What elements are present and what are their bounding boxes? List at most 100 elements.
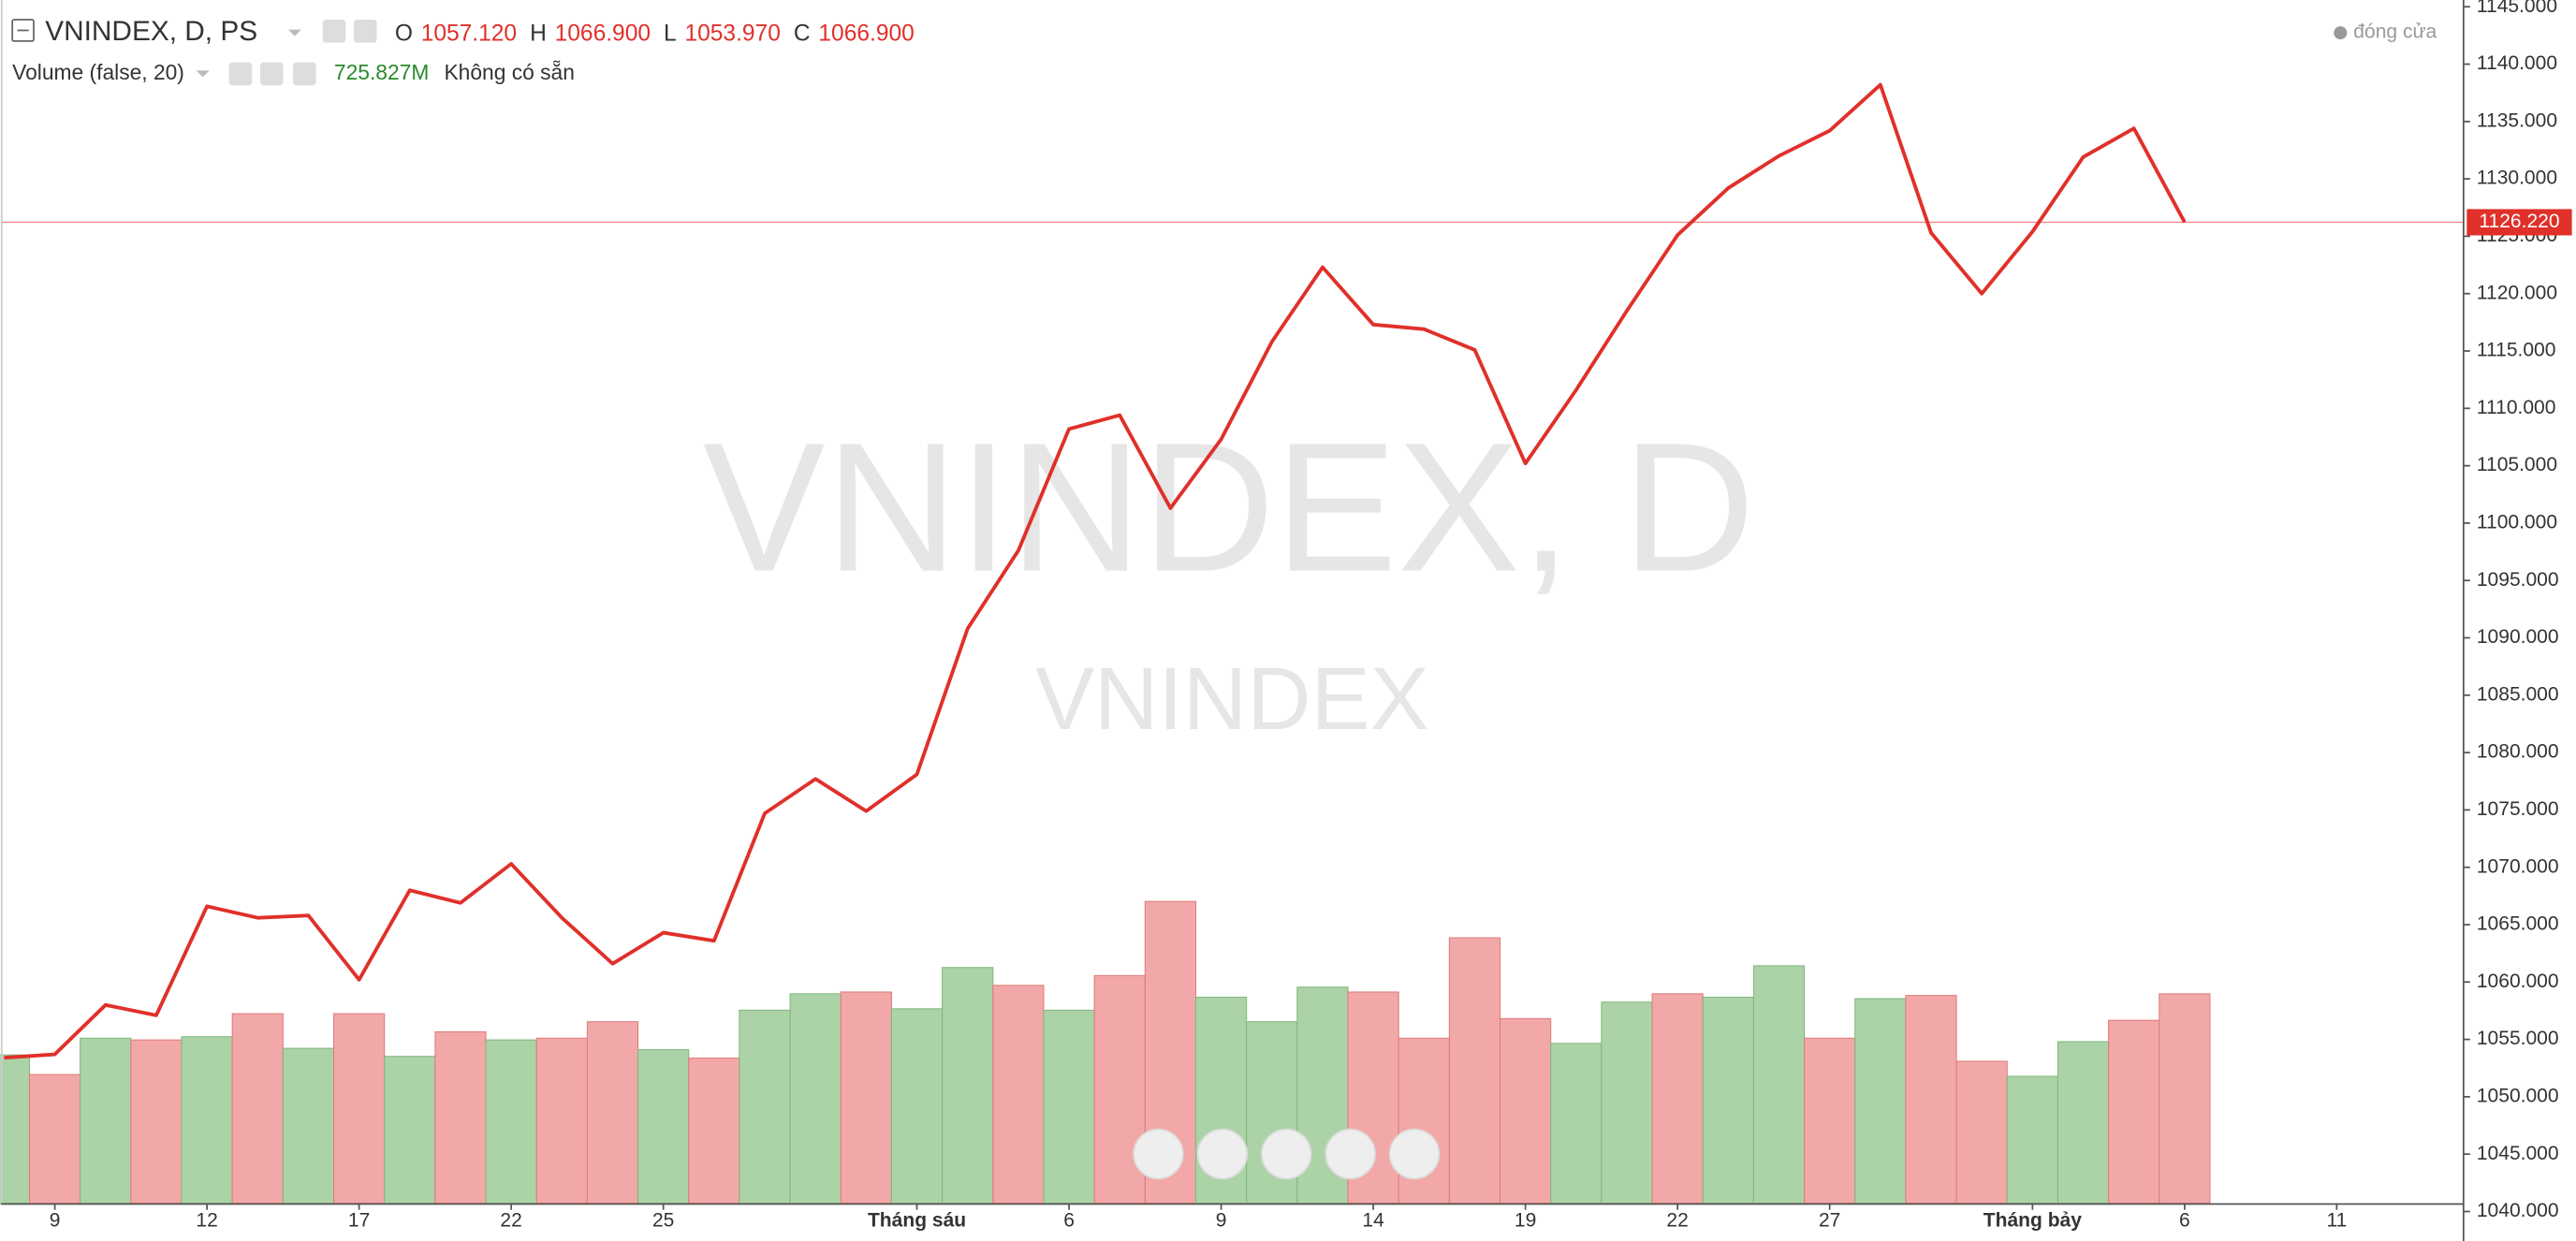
volume-bar xyxy=(586,1021,639,1204)
x-tick-label: 19 xyxy=(1515,1210,1536,1232)
y-tick-label: 1050.000 xyxy=(2477,1085,2559,1106)
volume-bar xyxy=(992,985,1045,1204)
last-price-label: 1126.220 xyxy=(2479,211,2559,232)
x-tick-label: 25 xyxy=(652,1210,674,1232)
volume-bar xyxy=(840,991,892,1204)
y-tick-label: 1055.000 xyxy=(2477,1028,2559,1049)
price-line xyxy=(4,82,2187,1060)
volume-bar xyxy=(1955,1060,2008,1204)
watermark-title: VNINDEX, D xyxy=(703,404,1755,610)
volume-bar xyxy=(434,1030,487,1204)
ohlc-label: H xyxy=(530,21,547,46)
volume-bar xyxy=(28,1073,81,1204)
volume-bar xyxy=(688,1058,740,1204)
symbol-menu[interactable] xyxy=(287,29,301,36)
volume-bar xyxy=(637,1049,690,1204)
ohlc-value: 1066.900 xyxy=(555,21,651,46)
volume-bar xyxy=(0,1054,31,1204)
navigation-buttons xyxy=(1133,1128,1441,1180)
scroll-left-button[interactable] xyxy=(1133,1128,1184,1180)
ohlc-value: 1066.900 xyxy=(818,21,914,46)
volume-visibility-button[interactable] xyxy=(228,62,253,86)
x-tick-label: 22 xyxy=(500,1210,521,1232)
ohlc-value: 1057.120 xyxy=(421,21,517,46)
y-tick-label: 1065.000 xyxy=(2477,913,2559,935)
volume-bar xyxy=(2006,1075,2058,1204)
zoom-in-button[interactable] xyxy=(1325,1128,1376,1180)
volume-bar xyxy=(942,967,994,1204)
x-tick-label: 6 xyxy=(1063,1210,1075,1232)
x-tick-label: 9 xyxy=(50,1210,61,1232)
settings-button[interactable] xyxy=(353,20,377,43)
y-tick-label: 1060.000 xyxy=(2477,971,2559,992)
y-tick-label: 1140.000 xyxy=(2477,52,2557,74)
volume-bar xyxy=(1448,937,1501,1204)
ohlc-label: L xyxy=(664,21,677,46)
x-tick-label: 17 xyxy=(348,1210,370,1232)
x-tick-label: 22 xyxy=(1666,1210,1688,1232)
y-tick-label: 1120.000 xyxy=(2477,282,2557,303)
x-tick-label: Tháng bảy xyxy=(1983,1210,2082,1232)
collapse-button[interactable] xyxy=(11,19,35,42)
volume-bar xyxy=(384,1056,436,1204)
volume-bar xyxy=(1905,995,1957,1204)
y-tick-label: 1090.000 xyxy=(2477,626,2559,648)
last-price-badge xyxy=(2466,209,2572,236)
symbol-title: VNINDEX, D, PS xyxy=(45,16,257,47)
y-tick-label: 1070.000 xyxy=(2477,855,2559,877)
volume-bars xyxy=(0,900,2211,1204)
y-tick-label: 1080.000 xyxy=(2477,741,2559,763)
watermark-subtitle: VNINDEX xyxy=(1035,650,1429,749)
ohlc-label: O xyxy=(395,21,413,46)
header: VNINDEX, D, PS O 1057.120 H 1066.900 L 1053.9… xyxy=(11,16,2437,86)
volume-bar xyxy=(739,1009,791,1204)
y-tick-label: 1075.000 xyxy=(2477,798,2559,820)
volume-bar xyxy=(890,1008,944,1204)
volume-bar xyxy=(1702,996,1754,1204)
volume-bar xyxy=(1093,974,1146,1204)
volume-remove-button[interactable] xyxy=(293,62,316,86)
volume-bar xyxy=(181,1036,233,1204)
y-tick-label: 1085.000 xyxy=(2477,683,2559,705)
visibility-button[interactable] xyxy=(322,20,346,43)
scroll-right-button[interactable] xyxy=(1388,1128,1441,1180)
y-tick-label: 1115.000 xyxy=(2477,340,2556,361)
volume-bar xyxy=(485,1039,537,1204)
y-tick-label: 1095.000 xyxy=(2477,569,2559,591)
volume-bar xyxy=(1752,965,1806,1204)
reset-button[interactable] xyxy=(1261,1128,1312,1180)
x-tick-label: 11 xyxy=(2326,1210,2347,1232)
watermark: VNINDEX, D VNINDEX xyxy=(703,404,1755,750)
volume-bar xyxy=(535,1037,588,1204)
price-pane xyxy=(0,82,2464,1060)
volume-menu[interactable] xyxy=(196,70,210,78)
ohlc-value: 1053.970 xyxy=(684,21,780,46)
y-tick-label: 1100.000 xyxy=(2477,511,2557,533)
volume-bar xyxy=(282,1047,335,1204)
volume-settings-button[interactable] xyxy=(260,62,284,86)
y-tick-label: 1105.000 xyxy=(2477,454,2557,475)
x-tick-label: Tháng sáu xyxy=(868,1210,966,1232)
volume-bar xyxy=(231,1013,284,1204)
y-tick-label: 1110.000 xyxy=(2477,397,2556,418)
volume-bar xyxy=(2159,993,2211,1204)
volume-bar xyxy=(80,1037,132,1204)
x-tick-label: 27 xyxy=(1819,1210,1840,1232)
y-tick-label: 1040.000 xyxy=(2477,1200,2559,1221)
y-tick-label: 1135.000 xyxy=(2477,110,2557,131)
x-tick-label: 14 xyxy=(1362,1210,1384,1232)
y-tick-label: 1130.000 xyxy=(2477,168,2557,189)
ohlc-label: C xyxy=(794,21,811,46)
volume-bar xyxy=(2108,1019,2160,1204)
volume-bar xyxy=(1651,993,1704,1204)
y-tick-label: 1145.000 xyxy=(2477,0,2557,17)
x-tick-label: 9 xyxy=(1216,1210,1227,1232)
volume-bar xyxy=(1398,1037,1450,1204)
x-tick-label: 12 xyxy=(196,1210,217,1232)
volume-legend-value: 725.827M xyxy=(334,60,429,84)
zoom-out-button[interactable] xyxy=(1196,1128,1249,1180)
volume-bar xyxy=(1550,1043,1603,1204)
market-status: đóng cửa xyxy=(2353,22,2437,43)
